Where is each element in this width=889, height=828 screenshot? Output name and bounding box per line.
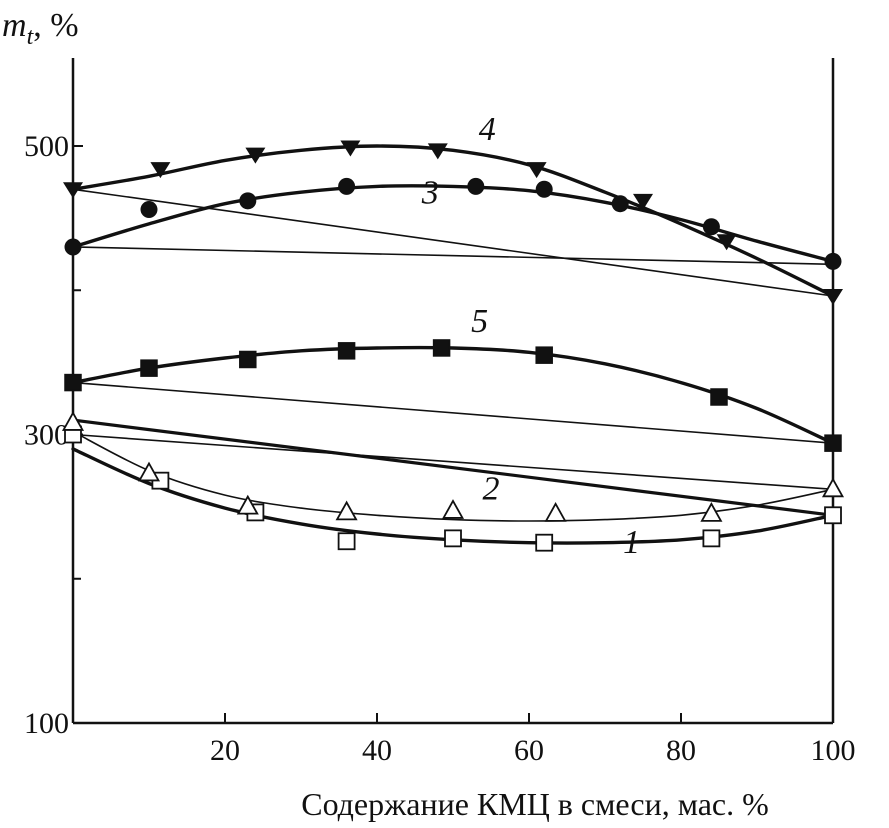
curve-series-1 xyxy=(71,447,835,545)
series-label-5: 5 xyxy=(471,303,488,340)
point-series-4-6 xyxy=(633,193,653,210)
point-series-5-7 xyxy=(824,434,842,452)
x-tick-label-60: 60 xyxy=(514,734,544,767)
point-series-2-4 xyxy=(441,499,465,519)
point-series-5-0 xyxy=(64,373,82,392)
series-label-3: 3 xyxy=(421,175,439,212)
point-series-3-7 xyxy=(702,218,720,236)
point-series-5-3 xyxy=(337,342,356,360)
point-series-2-5 xyxy=(544,501,567,522)
point-series-5-5 xyxy=(535,346,553,364)
trend-line-series-2 xyxy=(72,433,834,491)
trend-line-series-4 xyxy=(72,188,834,297)
point-series-5-6 xyxy=(710,388,728,406)
point-series-4-1 xyxy=(150,162,171,179)
point-series-3-6 xyxy=(611,195,629,213)
point-series-1-4 xyxy=(444,529,462,548)
x-axis-title: Содержание КМЦ в смеси, мас. % xyxy=(301,786,769,822)
y-tick-label-100: 100 xyxy=(24,707,69,740)
y-axis-title: mt, % xyxy=(2,7,79,50)
point-series-3-1 xyxy=(140,200,158,218)
series-label-1: 1 xyxy=(623,524,640,561)
point-series-2-7 xyxy=(821,477,845,498)
trend-line-series-3 xyxy=(72,246,834,266)
x-tick-label-40: 40 xyxy=(362,734,392,767)
point-series-4-2 xyxy=(245,147,266,164)
point-series-5-1 xyxy=(140,359,158,377)
y-axis-title-suffix: , % xyxy=(33,7,78,44)
point-series-4-8 xyxy=(823,289,843,306)
point-series-4-0 xyxy=(63,182,83,199)
point-series-3-4 xyxy=(467,177,485,195)
point-series-4-5 xyxy=(526,162,547,179)
linear-trend-lines xyxy=(72,188,834,517)
point-series-1-3 xyxy=(337,532,356,551)
x-tick-label-100: 100 xyxy=(811,734,856,767)
point-series-2-2 xyxy=(236,494,259,515)
y-axis-title-main: m xyxy=(2,7,27,44)
trend-line-series-1 xyxy=(72,418,834,517)
point-series-4-4 xyxy=(427,143,448,160)
point-series-2-0 xyxy=(61,411,85,431)
series-label-4: 4 xyxy=(479,111,496,148)
x-tick-label-20: 20 xyxy=(210,734,240,767)
point-series-3-8 xyxy=(824,252,842,270)
curve-series-2 xyxy=(72,430,834,522)
axes: 20 40 60 80 100 100 300 500 xyxy=(24,58,856,767)
point-series-3-5 xyxy=(535,180,553,198)
point-series-4-7 xyxy=(716,234,737,251)
series-label-2: 2 xyxy=(483,470,500,507)
point-series-3-3 xyxy=(338,177,356,195)
y-tick-label-500: 500 xyxy=(24,130,69,163)
point-series-1-7 xyxy=(824,506,842,525)
point-series-1-5 xyxy=(535,533,554,552)
series-markers xyxy=(61,140,845,552)
trend-line-series-5 xyxy=(72,381,834,444)
point-series-1-6 xyxy=(702,529,721,548)
point-series-2-1 xyxy=(137,461,161,482)
point-series-2-3 xyxy=(335,500,358,521)
point-series-4-3 xyxy=(340,140,361,157)
point-series-2-6 xyxy=(700,501,723,522)
point-series-5-2 xyxy=(239,350,257,369)
point-series-3-2 xyxy=(239,192,257,210)
curve-series-4 xyxy=(71,144,835,298)
x-tick-label-80: 80 xyxy=(666,734,696,767)
y-tick-label-300: 300 xyxy=(24,419,69,452)
labels: mt, % Содержание КМЦ в смеси, мас. % 1 2 3… xyxy=(2,7,769,822)
y-axis-title-subscript: t xyxy=(27,24,35,50)
point-series-3-0 xyxy=(64,238,82,256)
point-series-5-4 xyxy=(432,339,451,357)
